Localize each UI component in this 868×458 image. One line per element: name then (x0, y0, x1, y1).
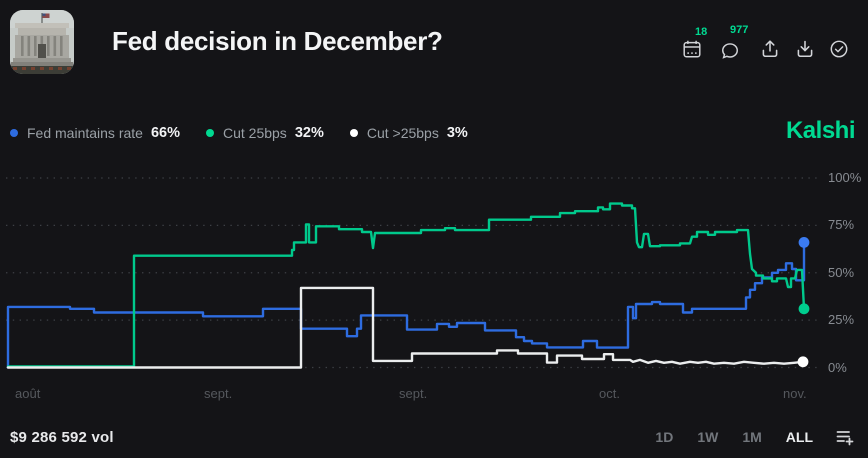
calendar-badge: 18 (695, 26, 708, 38)
chat-bubble-icon (722, 43, 738, 59)
legend-item-maintain[interactable]: Fed maintains rate 66% (10, 125, 180, 141)
calendar-button[interactable] (681, 38, 703, 60)
calendar-icon (683, 40, 701, 58)
comments-badge: 977 (730, 24, 749, 36)
check-circle-icon (830, 40, 848, 58)
comments-button[interactable] (719, 40, 741, 62)
x-tick-label: oct. (599, 386, 620, 401)
x-tick-label: sept. (204, 386, 233, 401)
x-tick-label: sept. (399, 386, 428, 401)
share-upload-icon (762, 40, 778, 58)
x-tick-label: août (15, 386, 41, 401)
list-plus-icon (836, 431, 854, 446)
legend-item-cutmore25[interactable]: Cut >25bps 3% (349, 125, 468, 141)
legend-dot (205, 129, 214, 137)
range-1w-button[interactable]: 1W (697, 429, 719, 445)
x-tick-label: nov. (783, 386, 807, 401)
range-1m-button[interactable]: 1M (742, 429, 762, 445)
legend-dot (349, 129, 358, 137)
y-tick-label: 100% (828, 170, 862, 185)
share-button[interactable] (759, 38, 781, 60)
download-button[interactable] (794, 38, 816, 60)
page-title: Fed decision in December? (112, 26, 443, 56)
market-avatar (10, 10, 74, 74)
y-tick-label: 0% (828, 359, 847, 375)
fed-building-image (10, 10, 74, 74)
legend-label: Cut >25bps (366, 125, 439, 141)
y-tick-label: 25% (828, 312, 855, 328)
price-history-chart[interactable] (0, 0, 868, 420)
volume-label: $9 286 592 vol (10, 429, 114, 446)
y-tick-label: 75% (828, 217, 855, 233)
range-1d-button[interactable]: 1D (655, 429, 674, 445)
legend-value: 32% (294, 125, 324, 141)
legend-label: Cut 25bps (222, 125, 287, 141)
compare-markets-button[interactable] (835, 427, 855, 447)
timeframe-selector: 1D 1W 1M ALL (631, 427, 855, 447)
range-all-button[interactable]: ALL (785, 429, 813, 445)
legend-dot (10, 129, 18, 137)
chart-legend: Fed maintains rate 66% Cut 25bps 32% Cut… (10, 121, 468, 145)
legend-item-cut25[interactable]: Cut 25bps 32% (205, 125, 324, 141)
legend-label: Fed maintains rate (27, 125, 143, 141)
verified-button[interactable] (828, 38, 850, 60)
legend-value: 66% (150, 125, 180, 141)
download-icon (797, 40, 813, 58)
kalshi-logo[interactable]: Kalshi (785, 117, 856, 144)
legend-value: 3% (446, 125, 468, 141)
y-tick-label: 50% (828, 264, 855, 280)
